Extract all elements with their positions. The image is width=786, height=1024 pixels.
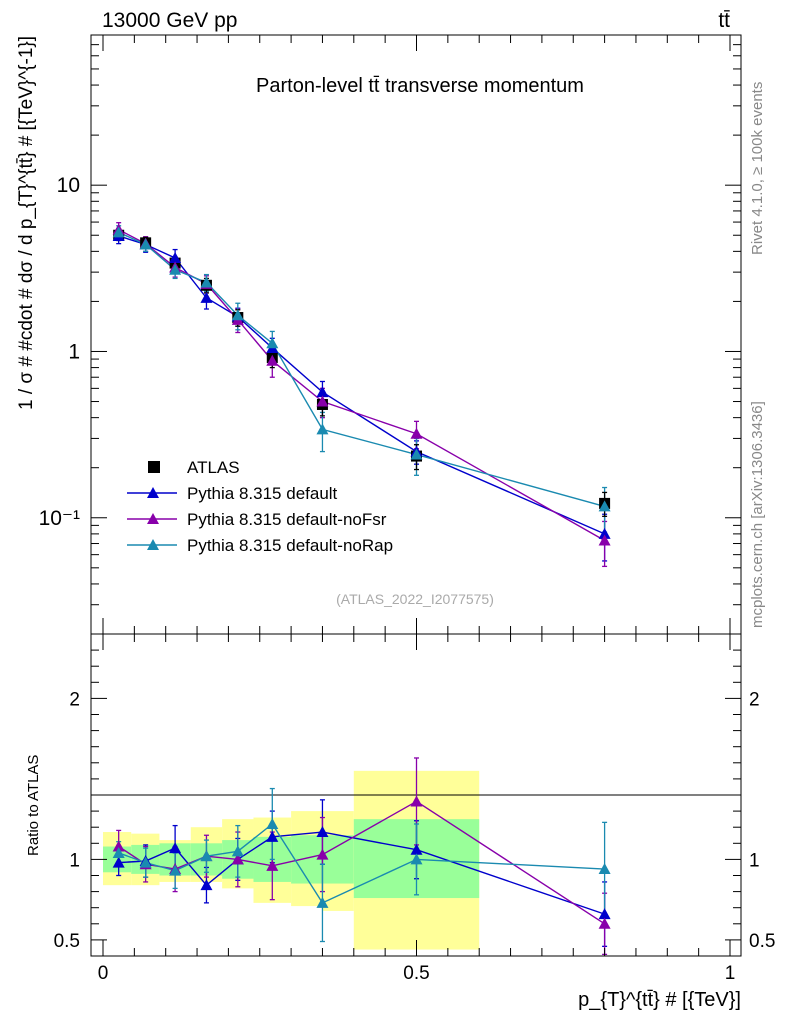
- ratio-marker-1: [266, 859, 279, 871]
- mcplots-label: mcplots.cern.ch [arXiv:1306.3436]: [749, 401, 766, 628]
- ratio-marker-0: [200, 879, 213, 891]
- x-tick-label: 0: [98, 963, 109, 984]
- ratio-marker-2: [316, 896, 329, 908]
- ratio-marker-2: [139, 856, 152, 868]
- ratio-y-tick-label: 2: [69, 689, 80, 710]
- series-marker-0: [200, 291, 213, 303]
- legend-marker-2: [147, 539, 159, 550]
- series-marker-0: [169, 251, 182, 263]
- ratio-marker-1: [231, 853, 244, 865]
- ratio-y-tick-label: 1: [749, 850, 760, 871]
- series-marker-2: [112, 226, 125, 238]
- ratio-marker-1: [410, 795, 423, 807]
- y-axis-label: 1 / σ # #cdot # dσ / d p_{T}^{tt̄} # [{T…: [16, 36, 37, 410]
- ratio-marker-2: [410, 853, 423, 865]
- series-marker-2: [266, 337, 279, 349]
- ratio-y-label: Ratio to ATLAS: [25, 755, 42, 856]
- series-marker-1: [598, 534, 611, 546]
- ratio-marker-1: [112, 840, 125, 852]
- ratio-marker-2: [231, 845, 244, 857]
- ratio-marker-2: [169, 864, 182, 876]
- legend-marker-1: [147, 513, 159, 524]
- rivet-label: Rivet 4.1.0, ≥ 100k events: [749, 82, 766, 255]
- main-y-tick-label: 10⁻¹: [39, 507, 80, 530]
- ratio-y-tick-label: 1: [69, 850, 80, 871]
- ratio-marker-0: [169, 842, 182, 854]
- main-panel: 10⁻¹ 1 10 Parton-level tt̄ transverse mome…: [16, 34, 742, 635]
- series-marker-0: [316, 386, 329, 398]
- main-y-tick-label: 1: [68, 340, 80, 363]
- series-marker-2: [316, 423, 329, 435]
- x-tick-label: 1: [725, 963, 736, 984]
- ratio-panel: 0 0.5 1 0.5 0.5 1 1 2 2 Ratio to ATLAS p_{T}^{tt…: [25, 633, 775, 1011]
- ratio-marker-0: [316, 826, 329, 838]
- legend-marker-0: [147, 487, 159, 498]
- legend-marker-atlas: [148, 461, 160, 473]
- x-tick-label: 0.5: [403, 963, 429, 984]
- energy-label: 13000 GeV pp: [102, 9, 237, 32]
- ratio-marker-0: [266, 830, 279, 842]
- series-marker-1: [266, 354, 279, 366]
- ratio-marker-1: [598, 917, 611, 929]
- ratio-marker-2: [598, 863, 611, 875]
- ratio-marker-1: [316, 848, 329, 860]
- ratio-marker-2: [266, 817, 279, 829]
- ratio-y-tick-label: 2: [749, 689, 760, 710]
- ratio-marker-0: [410, 843, 423, 855]
- main-y-tick-label: 10: [57, 174, 80, 197]
- ratio-marker-2: [112, 846, 125, 858]
- series-marker-2: [139, 238, 152, 250]
- ratio-y-tick-label: 0.5: [749, 931, 775, 952]
- analysis-id: (ATLAS_2022_I2077575): [336, 591, 494, 607]
- series-marker-2: [231, 309, 244, 321]
- x-axis-label: p_{T}^{tt̄} # [{TeV}]: [578, 989, 741, 1011]
- legend-label-1: Pythia 8.315 default-noFsr: [187, 510, 387, 529]
- ratio-marker-0: [598, 908, 611, 920]
- legend: ATLAS Pythia 8.315 default Pythia 8.315 de…: [127, 458, 393, 555]
- series-marker-1: [410, 427, 423, 439]
- series-marker-2: [598, 500, 611, 512]
- series-marker-0: [598, 527, 611, 539]
- chart-title: Parton-level tt̄ transverse momentum: [256, 75, 584, 97]
- legend-label-0: Pythia 8.315 default: [187, 484, 338, 503]
- legend-label-atlas: ATLAS: [187, 458, 240, 477]
- legend-label-2: Pythia 8.315 default-noRap: [187, 536, 393, 555]
- series-marker-1: [316, 395, 329, 407]
- series-marker-2: [410, 448, 423, 460]
- ratio-marker-0: [112, 856, 125, 868]
- series-marker-2: [200, 276, 213, 288]
- ratio-y-tick-label: 0.5: [54, 931, 80, 952]
- ratio-marker-2: [200, 850, 213, 862]
- series-marker-2: [169, 263, 182, 275]
- process-label: tt̄: [718, 9, 730, 32]
